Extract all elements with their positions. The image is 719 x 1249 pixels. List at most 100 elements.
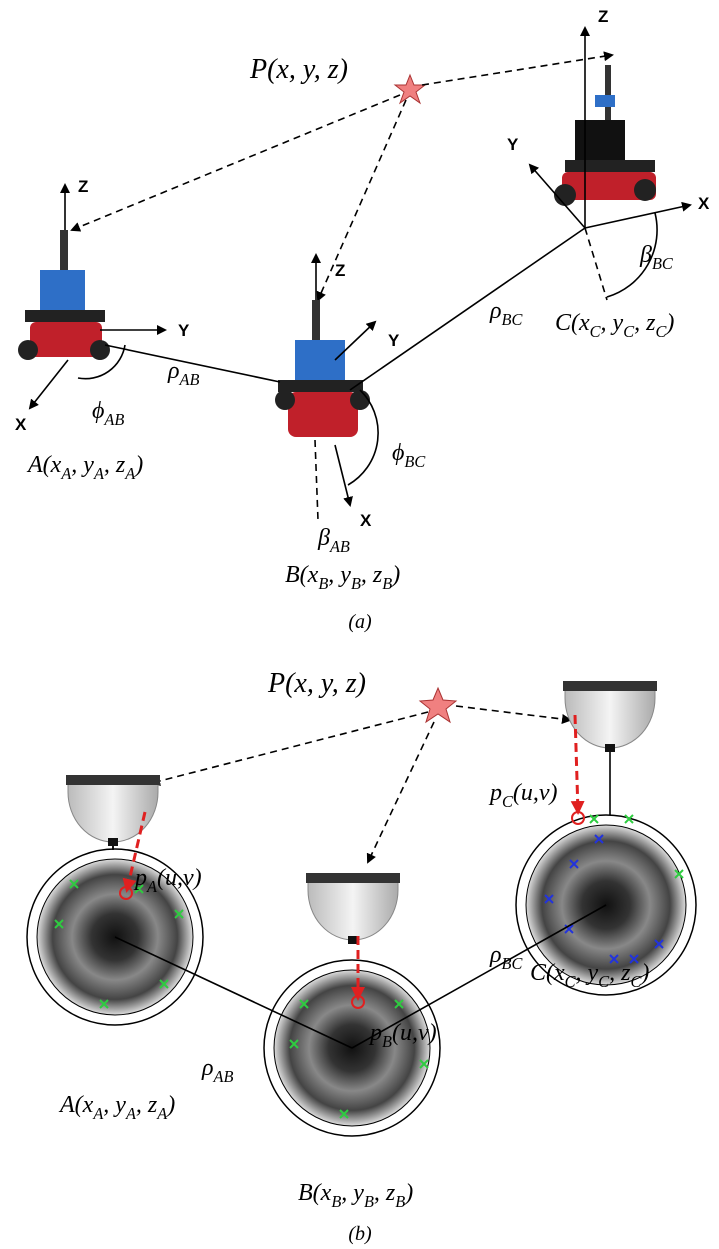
label: (a) (348, 611, 372, 633)
panel-a (18, 28, 690, 520)
label-part: C(x (555, 310, 590, 336)
label: Z (598, 7, 608, 26)
label-part: β (317, 525, 330, 551)
label: A(xA, yA, zA) (58, 1092, 175, 1123)
star (395, 75, 425, 103)
reference (585, 228, 607, 300)
label-part: BC (502, 310, 524, 329)
label-part: ) (390, 562, 400, 588)
label-part: ρ (167, 358, 180, 384)
label-part: BC (404, 452, 426, 471)
label-part: , z (104, 452, 126, 478)
label-part: , y (341, 1180, 364, 1206)
label-part: , y (103, 1092, 126, 1118)
label-part: (u,v) (513, 780, 558, 806)
axis (585, 205, 690, 228)
axis (335, 445, 350, 505)
mirror (306, 873, 400, 944)
label: pC(u,v) (488, 780, 558, 811)
label-part: BC (652, 254, 674, 273)
robot (275, 300, 370, 437)
label-part: B(x (285, 562, 319, 588)
label: ρAB (167, 358, 199, 389)
label-part: ) (664, 310, 674, 336)
label: B(xB, yB, zB) (298, 1180, 413, 1211)
label: B(xB, yB, zB) (285, 562, 400, 593)
panel-b (27, 681, 696, 1136)
label: Y (178, 321, 190, 340)
label: Z (335, 261, 345, 280)
label-part: A(x (58, 1092, 94, 1118)
label-part: B (331, 1192, 341, 1211)
label-part: AB (179, 370, 200, 389)
label-part: ) (403, 1180, 413, 1206)
label-part: ) (165, 1092, 175, 1118)
label: P(x, y, z) (267, 668, 366, 699)
label-part: C(x (530, 960, 565, 986)
label-part: , y (576, 960, 599, 986)
label-part: A(x (26, 452, 62, 478)
label-part: , z (634, 310, 656, 336)
label-part: β (639, 242, 652, 268)
label-part: AB (213, 1067, 234, 1086)
label-part: ϕ (92, 398, 104, 424)
label: P(x, y, z) (249, 54, 348, 85)
label: βAB (317, 525, 350, 556)
label-part: BC (502, 954, 524, 973)
label: X (360, 511, 372, 530)
label-part: , z (136, 1092, 158, 1118)
robot (554, 65, 656, 206)
label-part: p (133, 865, 147, 891)
label-part: , z (374, 1180, 396, 1206)
axis (30, 360, 68, 408)
label-part: , z (609, 960, 631, 986)
projection (368, 722, 434, 862)
label-part: (u,v) (157, 865, 202, 891)
robot (18, 230, 110, 360)
label: X (15, 415, 27, 434)
label: A(xA, yA, zA) (26, 452, 143, 483)
label: Z (78, 177, 88, 196)
label-part: ρ (489, 298, 502, 324)
label-part: AB (103, 410, 124, 429)
label: ϕAB (92, 398, 124, 429)
label-part: AB (329, 537, 350, 556)
label: βBC (639, 242, 674, 273)
label-part: p (368, 1020, 382, 1046)
label-part: ρ (201, 1055, 214, 1081)
label-part: , y (328, 562, 351, 588)
label: X (698, 194, 710, 213)
label: Y (388, 331, 400, 350)
label-part: ) (639, 960, 649, 986)
label: (b) (348, 1223, 372, 1245)
label: ρAB (201, 1055, 233, 1086)
label-part: p (488, 780, 502, 806)
star (420, 688, 456, 722)
label-part: (u,v) (392, 1020, 437, 1046)
label-part: B (364, 1192, 374, 1211)
label-part: ρ (489, 942, 502, 968)
label-part: B (382, 1032, 392, 1051)
label-part: B(x (298, 1180, 332, 1206)
label-part: B (395, 1192, 405, 1211)
label: ϕBC (392, 440, 426, 471)
reference (315, 440, 318, 520)
label-part: , y (601, 310, 624, 336)
figure: P(x, y, z)ZYXZYXZYXρABρBCϕABϕBCβABβBCA(x… (0, 0, 719, 1249)
label-part: , z (361, 562, 383, 588)
baseline (350, 228, 585, 390)
label: Y (507, 135, 519, 154)
label-part: , y (71, 452, 94, 478)
projection (72, 95, 400, 230)
label: C(xC, yC, zC) (555, 310, 674, 341)
projection (152, 712, 428, 783)
label: ρBC (489, 298, 523, 329)
label-part: B (351, 574, 361, 593)
label-part: ) (133, 452, 143, 478)
projection (422, 55, 612, 85)
projection (318, 100, 406, 300)
label-part: ϕ (392, 440, 404, 466)
label-part: B (382, 574, 392, 593)
projection (456, 706, 570, 720)
label-part: B (318, 574, 328, 593)
